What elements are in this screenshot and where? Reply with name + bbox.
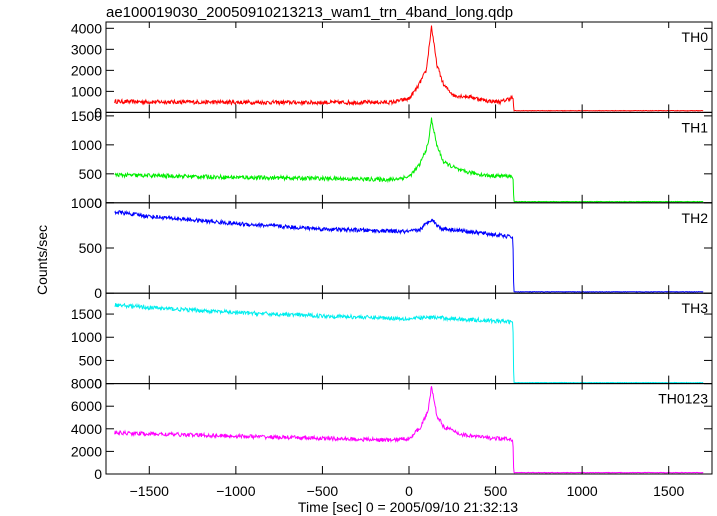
panels: 01000200030004000TH0050010001500TH105001… bbox=[71, 20, 713, 499]
panel-th0: 0 1000 2000 3000 4000 TH0 bbox=[71, 20, 713, 120]
y-tick-label: 500 bbox=[79, 352, 103, 368]
panel-frame bbox=[105, 292, 713, 385]
panel-frame bbox=[105, 383, 713, 475]
panel-label: TH2 bbox=[682, 210, 709, 226]
series-th0 bbox=[114, 25, 704, 112]
series-th1 bbox=[114, 117, 704, 203]
y-tick-label: 6000 bbox=[71, 398, 102, 414]
panel-label: TH0 bbox=[682, 29, 709, 45]
y-tick-label: 2000 bbox=[71, 443, 102, 459]
y-tick-label: 500 bbox=[79, 240, 103, 256]
y-tick-label: 1500 bbox=[71, 306, 102, 322]
x-tick-label: 1500 bbox=[653, 483, 684, 499]
x-tick-label: 1000 bbox=[567, 483, 598, 499]
x-tick-label: −500 bbox=[307, 483, 339, 499]
y-tick-label: 0 bbox=[94, 466, 102, 482]
panel-th1: 0 500 1000 1500 TH1 bbox=[71, 108, 713, 211]
y-tick-label: 2000 bbox=[71, 62, 102, 78]
x-tick-label: −1000 bbox=[216, 483, 256, 499]
y-tick-label: 500 bbox=[79, 166, 103, 182]
y-tick-label: 1000 bbox=[71, 83, 102, 99]
panel-label: TH3 bbox=[682, 300, 709, 316]
x-axis-label: Time [sec] 0 = 2005/09/10 21:32:13 bbox=[298, 499, 518, 515]
y-tick-label: 4000 bbox=[71, 421, 102, 437]
y-tick-label: 1000 bbox=[71, 329, 102, 345]
panel-th2: 0 500 1000 TH2 bbox=[71, 195, 713, 301]
series-th0123 bbox=[114, 386, 704, 474]
y-tick-label: 0 bbox=[94, 195, 102, 211]
panel-th0123: 0 2000 4000 6000 8000 TH0123 bbox=[71, 376, 713, 482]
y-tick-label: 0 bbox=[94, 104, 102, 120]
y-tick-label: 1500 bbox=[71, 108, 102, 124]
y-tick-label: 0 bbox=[94, 285, 102, 301]
panel-frame bbox=[105, 202, 713, 294]
y-tick-label: 0 bbox=[94, 376, 102, 392]
y-tick-label: 1000 bbox=[71, 137, 102, 153]
chart-title: ae100019030_20050910213213_wam1_trn_4ban… bbox=[106, 4, 513, 21]
x-tick-label: 500 bbox=[484, 483, 508, 499]
panel-th3: 0 500 1000 1500 TH3 bbox=[71, 292, 713, 392]
panel-label: TH1 bbox=[682, 119, 709, 135]
x-tick-label: 0 bbox=[405, 483, 413, 499]
panel-frame bbox=[105, 111, 713, 204]
y-tick-label: 3000 bbox=[71, 41, 102, 57]
y-tick-label: 8000 bbox=[71, 376, 102, 392]
series-th2 bbox=[114, 209, 704, 293]
panel-label: TH0123 bbox=[658, 391, 708, 407]
y-axis-label: Counts/sec bbox=[34, 225, 50, 295]
series-th3 bbox=[114, 302, 704, 384]
y-tick-label: 4000 bbox=[71, 20, 102, 36]
y-tick-label: 1000 bbox=[71, 195, 102, 211]
x-tick-label: −1500 bbox=[130, 483, 170, 499]
